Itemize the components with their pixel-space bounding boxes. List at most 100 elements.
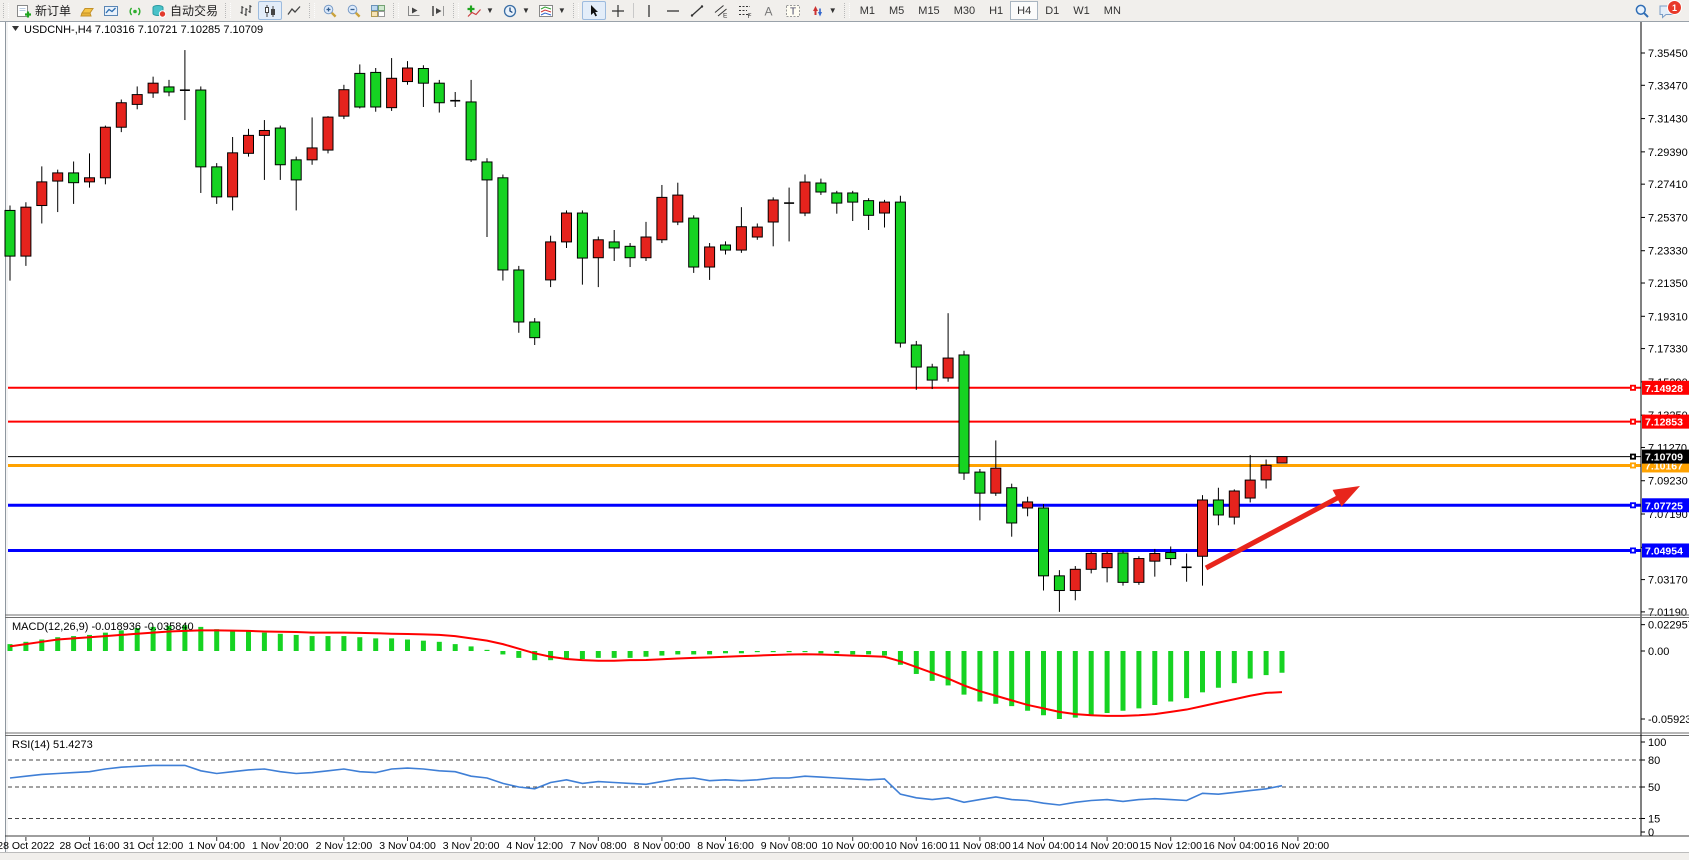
toolbar-drag-handle[interactable] <box>572 3 579 18</box>
candles-layer <box>4 50 1288 612</box>
tf-m15-button[interactable]: M15 <box>918 4 940 17</box>
toolbar-drag-handle[interactable] <box>453 3 460 18</box>
rsi-panel: 100 80 50 150 RSI(14) 51.4273 <box>5 735 1689 839</box>
fibonacci-button[interactable]: F <box>733 1 757 20</box>
signal-broadcast-icon <box>127 3 143 19</box>
zoom-out-button[interactable] <box>342 1 366 20</box>
new-order-icon <box>16 3 32 19</box>
candle <box>402 61 413 85</box>
trendline-button[interactable] <box>685 1 709 20</box>
candle <box>592 236 604 288</box>
candle <box>465 79 477 162</box>
candle <box>879 199 890 228</box>
toolbar-drag-handle[interactable] <box>3 3 9 18</box>
level-labels[interactable]: 7.149287.128537.077257.049547.101677.107… <box>1630 380 1689 558</box>
tf-m30-button[interactable]: M30 <box>953 4 976 17</box>
candle <box>942 313 954 382</box>
toolbar-drag-handle[interactable] <box>309 3 316 18</box>
candle <box>1260 459 1272 489</box>
time-axis[interactable]: 28 Oct 2022 28 Oct 16:00 31 Oct 12:00 1 Nov… <box>0 837 1329 852</box>
zoom-in-button[interactable] <box>318 1 342 20</box>
line-chart-icon <box>286 3 302 19</box>
time-tick-label: 28 Oct 2022 <box>0 840 55 852</box>
time-tick-label: 11 Nov 08:00 <box>949 840 1011 852</box>
candle <box>338 84 350 120</box>
candle <box>863 198 875 230</box>
autotrade-button[interactable]: 自动交易 <box>147 1 222 20</box>
text-label-button[interactable]: T <box>781 1 805 20</box>
text-button[interactable]: A <box>757 1 781 20</box>
tf-m5-button[interactable]: M5 <box>889 4 905 17</box>
vertical-line-button[interactable] <box>637 1 661 20</box>
toolbar-drag-handle[interactable] <box>225 3 232 18</box>
tf-w1-button[interactable]: W1 <box>1073 4 1090 17</box>
rsi-indicator-label: RSI(14) 51.4273 <box>12 739 93 751</box>
signals-button[interactable] <box>123 1 147 20</box>
candle <box>672 182 684 226</box>
templates-button[interactable]: ▼ <box>534 1 570 20</box>
horizontal-levels[interactable] <box>8 386 1641 552</box>
bar-chart-button[interactable] <box>234 1 258 20</box>
open-chart-button[interactable] <box>99 1 123 20</box>
periods-button[interactable]: ▼ <box>498 1 534 20</box>
candle <box>243 128 254 157</box>
community-button[interactable]: 1 <box>1654 0 1682 20</box>
new-order-button[interactable]: 新订单 <box>12 1 75 20</box>
arrows-button[interactable]: ▼ <box>805 1 841 20</box>
toolbar-drag-handle[interactable] <box>393 3 400 18</box>
indicators-button[interactable]: ▼ <box>462 1 498 20</box>
candle <box>974 468 986 521</box>
crosshair-button[interactable] <box>606 1 630 20</box>
candle <box>211 163 223 204</box>
macd-signal-line <box>9 629 1283 717</box>
cursor-button[interactable] <box>581 1 606 20</box>
auto-scroll-icon <box>406 3 422 19</box>
resistance-line-1-price-text: 7.14928 <box>1645 383 1683 395</box>
channel-button[interactable]: E <box>709 1 733 20</box>
candle <box>433 79 445 113</box>
trend-arrow-head[interactable] <box>1332 486 1360 507</box>
search-button[interactable] <box>1630 1 1654 20</box>
candle <box>4 205 16 281</box>
time-tick-label: 31 Oct 12:00 <box>123 840 183 852</box>
symbol-dropdown-icon[interactable] <box>12 26 19 31</box>
tf-h1-button[interactable]: H1 <box>989 4 1004 17</box>
candlestick-chart-button[interactable] <box>258 1 283 20</box>
tf-mn-button[interactable]: MN <box>1103 4 1121 17</box>
horizontal-line-button[interactable] <box>661 1 685 20</box>
price-tick-label: 7.35450 <box>1648 48 1688 60</box>
rsi-axis-label: 80 <box>1648 755 1660 767</box>
candle <box>20 202 32 266</box>
time-tick-label: 28 Oct 16:00 <box>59 840 119 852</box>
bar-chart-icon <box>238 3 254 19</box>
candle <box>513 265 525 333</box>
trend-arrow-annotation[interactable] <box>1204 486 1360 571</box>
rsi-axis-label: 15 <box>1648 814 1660 826</box>
candle <box>784 187 795 242</box>
candle <box>831 190 843 214</box>
time-tick-label: 14 Nov 04:00 <box>1012 840 1075 852</box>
toolbar-drag-handle[interactable] <box>843 3 850 18</box>
tf-d1-button[interactable]: D1 <box>1045 4 1060 17</box>
resistance-line-2-price-label <box>1642 414 1689 429</box>
line-chart-button[interactable] <box>282 1 306 20</box>
vertical-line-icon <box>641 3 657 19</box>
arrows-icon <box>809 3 825 19</box>
chart-shift-button[interactable] <box>426 1 450 20</box>
tf-m1-button[interactable]: M1 <box>859 4 875 17</box>
auto-scroll-button[interactable] <box>402 1 426 20</box>
panel-splitter[interactable] <box>5 614 1689 618</box>
tile-windows-button[interactable] <box>366 1 390 20</box>
panel-splitter[interactable] <box>5 732 1689 736</box>
market-watch-button[interactable] <box>75 1 99 20</box>
support-line-2-price-text: 7.04954 <box>1645 545 1683 557</box>
chart-shift-icon <box>430 3 446 19</box>
trend-arrow-shaft[interactable] <box>1204 494 1342 571</box>
tf-h4-button[interactable]: H4 <box>1010 1 1039 20</box>
candle <box>1181 553 1192 582</box>
candle <box>1165 546 1177 566</box>
price-tick-label: 7.21350 <box>1648 278 1688 290</box>
price-tick-label: 7.29390 <box>1648 147 1688 159</box>
